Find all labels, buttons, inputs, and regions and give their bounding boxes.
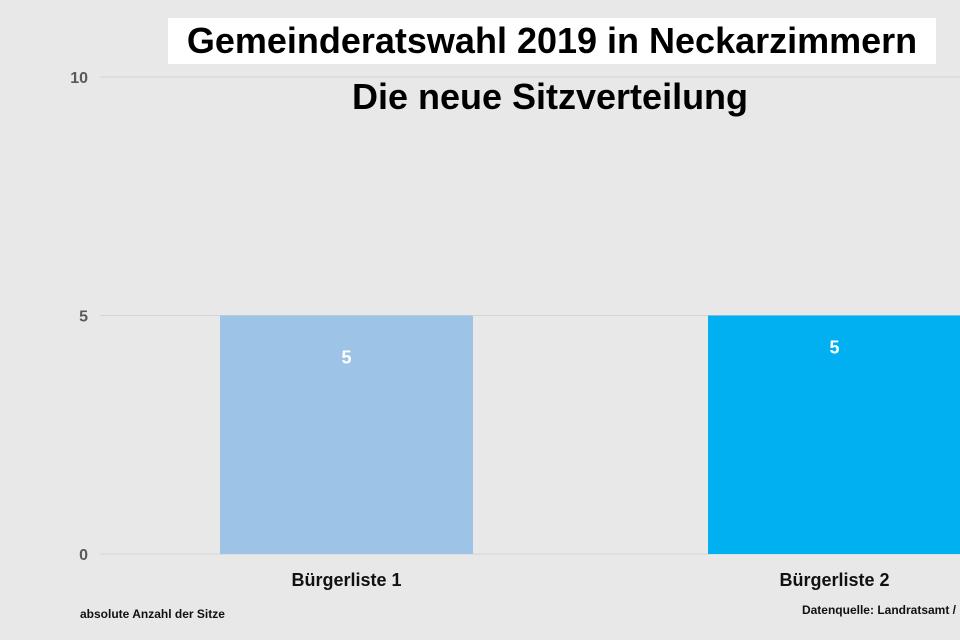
y-tick-label: 10 (70, 70, 88, 87)
y-tick-label: 5 (79, 309, 88, 326)
title-background (168, 18, 936, 64)
data-source: Datenquelle: Landratsamt / (801, 603, 956, 617)
category-label: Bürgerliste 2 (779, 570, 889, 590)
bar-1 (220, 315, 473, 554)
bar-2 (708, 315, 960, 554)
axis-note: absolute Anzahl der Sitze (80, 607, 225, 621)
data-label: 5 (341, 348, 351, 368)
chart-subtitle: Die neue Sitzverteilung (351, 76, 749, 117)
data-label: 5 (829, 338, 839, 358)
chart-title: Gemeinderatswahl 2019 in Neckarzimmern (186, 20, 918, 61)
y-tick-label: 0 (79, 547, 88, 564)
category-label: Bürgerliste 1 (291, 570, 401, 590)
